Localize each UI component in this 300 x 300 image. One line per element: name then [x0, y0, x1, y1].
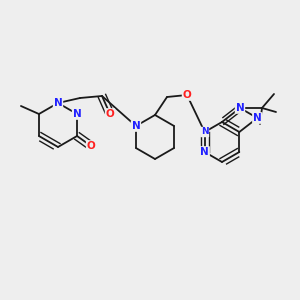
Text: N: N — [236, 103, 244, 113]
Text: N: N — [201, 128, 208, 136]
Text: N: N — [200, 147, 209, 157]
Text: N: N — [73, 109, 81, 119]
Text: O: O — [183, 90, 191, 100]
Text: N: N — [132, 121, 140, 131]
Text: O: O — [87, 141, 95, 151]
Text: O: O — [106, 109, 114, 119]
Text: N: N — [54, 98, 62, 108]
Text: N: N — [253, 113, 262, 123]
